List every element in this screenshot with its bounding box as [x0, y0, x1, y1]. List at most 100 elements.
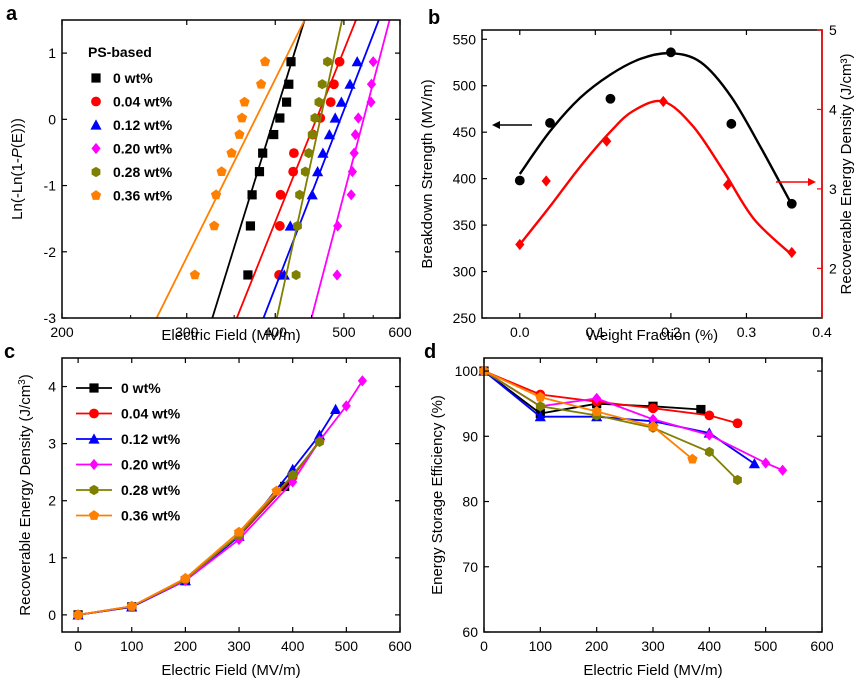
y-tick-label: -2	[44, 244, 57, 260]
x-tick-label: 0.4	[812, 324, 832, 340]
data-point	[226, 147, 237, 158]
data-point	[534, 411, 546, 422]
data-point	[329, 112, 341, 123]
data-point	[696, 404, 706, 415]
data-point	[335, 96, 347, 107]
x-tick-label: 200	[585, 638, 609, 654]
series-line	[483, 370, 739, 481]
data-point	[344, 78, 356, 89]
data-point	[786, 198, 797, 209]
legend-marker	[91, 142, 101, 155]
data-point	[275, 189, 286, 200]
data-point	[247, 190, 257, 200]
series-line	[77, 485, 286, 616]
data-point	[329, 79, 339, 90]
data-point	[245, 221, 256, 231]
x-tick-label: 0.1	[586, 324, 606, 340]
data-point	[233, 526, 245, 537]
legend-label: 0.04 wt%	[121, 406, 181, 422]
legend-label: 0.20 wt%	[113, 141, 173, 157]
data-point	[748, 458, 760, 469]
panel-letter: b	[428, 7, 440, 29]
panel-a-plot	[155, 20, 391, 318]
y-tick-label: 60	[462, 624, 478, 640]
data-point	[368, 56, 378, 68]
y2-tick-label: 5	[829, 22, 837, 38]
plot-frame-c	[61, 357, 401, 633]
data-point	[236, 112, 248, 123]
data-point	[323, 56, 332, 67]
data-point	[732, 418, 743, 429]
legend-title: PS-based	[88, 44, 152, 60]
data-point	[351, 56, 363, 67]
y-tick-label: -3	[44, 310, 57, 326]
y-tick-label: 450	[453, 124, 477, 140]
data-point	[239, 96, 250, 107]
data-point	[271, 485, 282, 496]
data-point	[315, 436, 324, 447]
data-point	[761, 457, 771, 469]
legend-label: 0.28 wt%	[121, 482, 181, 498]
data-point	[269, 129, 279, 140]
x-tick-label: 100	[529, 638, 553, 654]
y-tick-label: 500	[453, 78, 477, 94]
x-axis-title: Electric Field (MV/m)	[161, 327, 300, 344]
data-point	[330, 403, 342, 414]
data-point	[291, 269, 301, 281]
plot-frame-b	[481, 29, 823, 319]
y-tick-label: 3	[48, 436, 56, 452]
y-tick-label: 0	[48, 111, 56, 127]
x-tick-label: 500	[335, 638, 359, 654]
data-point	[353, 112, 363, 124]
legend-marker	[91, 96, 101, 107]
data-point	[545, 118, 555, 128]
x-tick-label: 500	[754, 638, 778, 654]
data-point	[254, 167, 265, 177]
x-tick-label: 600	[810, 638, 834, 654]
plot-frame-a	[61, 19, 401, 319]
data-point	[332, 269, 342, 281]
series-line	[77, 440, 321, 616]
data-point	[687, 453, 698, 464]
data-point	[334, 56, 345, 67]
data-point	[73, 609, 84, 620]
y-tick-label: 1	[48, 45, 56, 61]
data-point	[288, 476, 298, 488]
legend-marker	[89, 484, 99, 496]
data-point	[243, 270, 253, 280]
y2-axis-title: Recoverable Energy Density (J/cm³)	[838, 54, 855, 295]
data-point	[602, 135, 612, 147]
data-point	[541, 175, 551, 187]
data-point	[535, 391, 546, 402]
data-point	[535, 401, 545, 412]
legend-label: 0.12 wt%	[121, 431, 181, 447]
trend-curve	[518, 99, 793, 256]
data-point	[306, 189, 318, 200]
legend-label: 0.12 wt%	[113, 117, 173, 133]
series-line	[77, 441, 321, 616]
legend-label: 0.36 wt%	[121, 508, 181, 524]
data-point	[778, 464, 788, 476]
x-tick-label: 0	[480, 638, 488, 654]
data-point	[286, 57, 296, 67]
legend-marker	[90, 119, 102, 130]
data-point	[787, 246, 797, 259]
panel-letter: a	[6, 3, 18, 25]
y-tick-label: 4	[48, 379, 56, 395]
data-point	[704, 410, 715, 421]
data-point	[300, 166, 310, 177]
trend-curve	[518, 51, 793, 206]
data-point	[275, 113, 285, 123]
y2-tick-label: 4	[829, 101, 837, 117]
y-tick-label: 80	[462, 494, 478, 510]
legend-label: 0 wt%	[113, 70, 153, 86]
legend-label: 0 wt%	[121, 380, 161, 396]
legend-label: 0.28 wt%	[113, 164, 173, 180]
y-tick-label: 70	[462, 559, 478, 575]
panel-letter: c	[4, 341, 15, 363]
data-point	[350, 129, 360, 141]
x-tick-label: 0.0	[510, 324, 530, 340]
y2-tick-label: 3	[829, 181, 837, 197]
data-point	[647, 421, 659, 431]
x-tick-label: 100	[120, 638, 144, 654]
